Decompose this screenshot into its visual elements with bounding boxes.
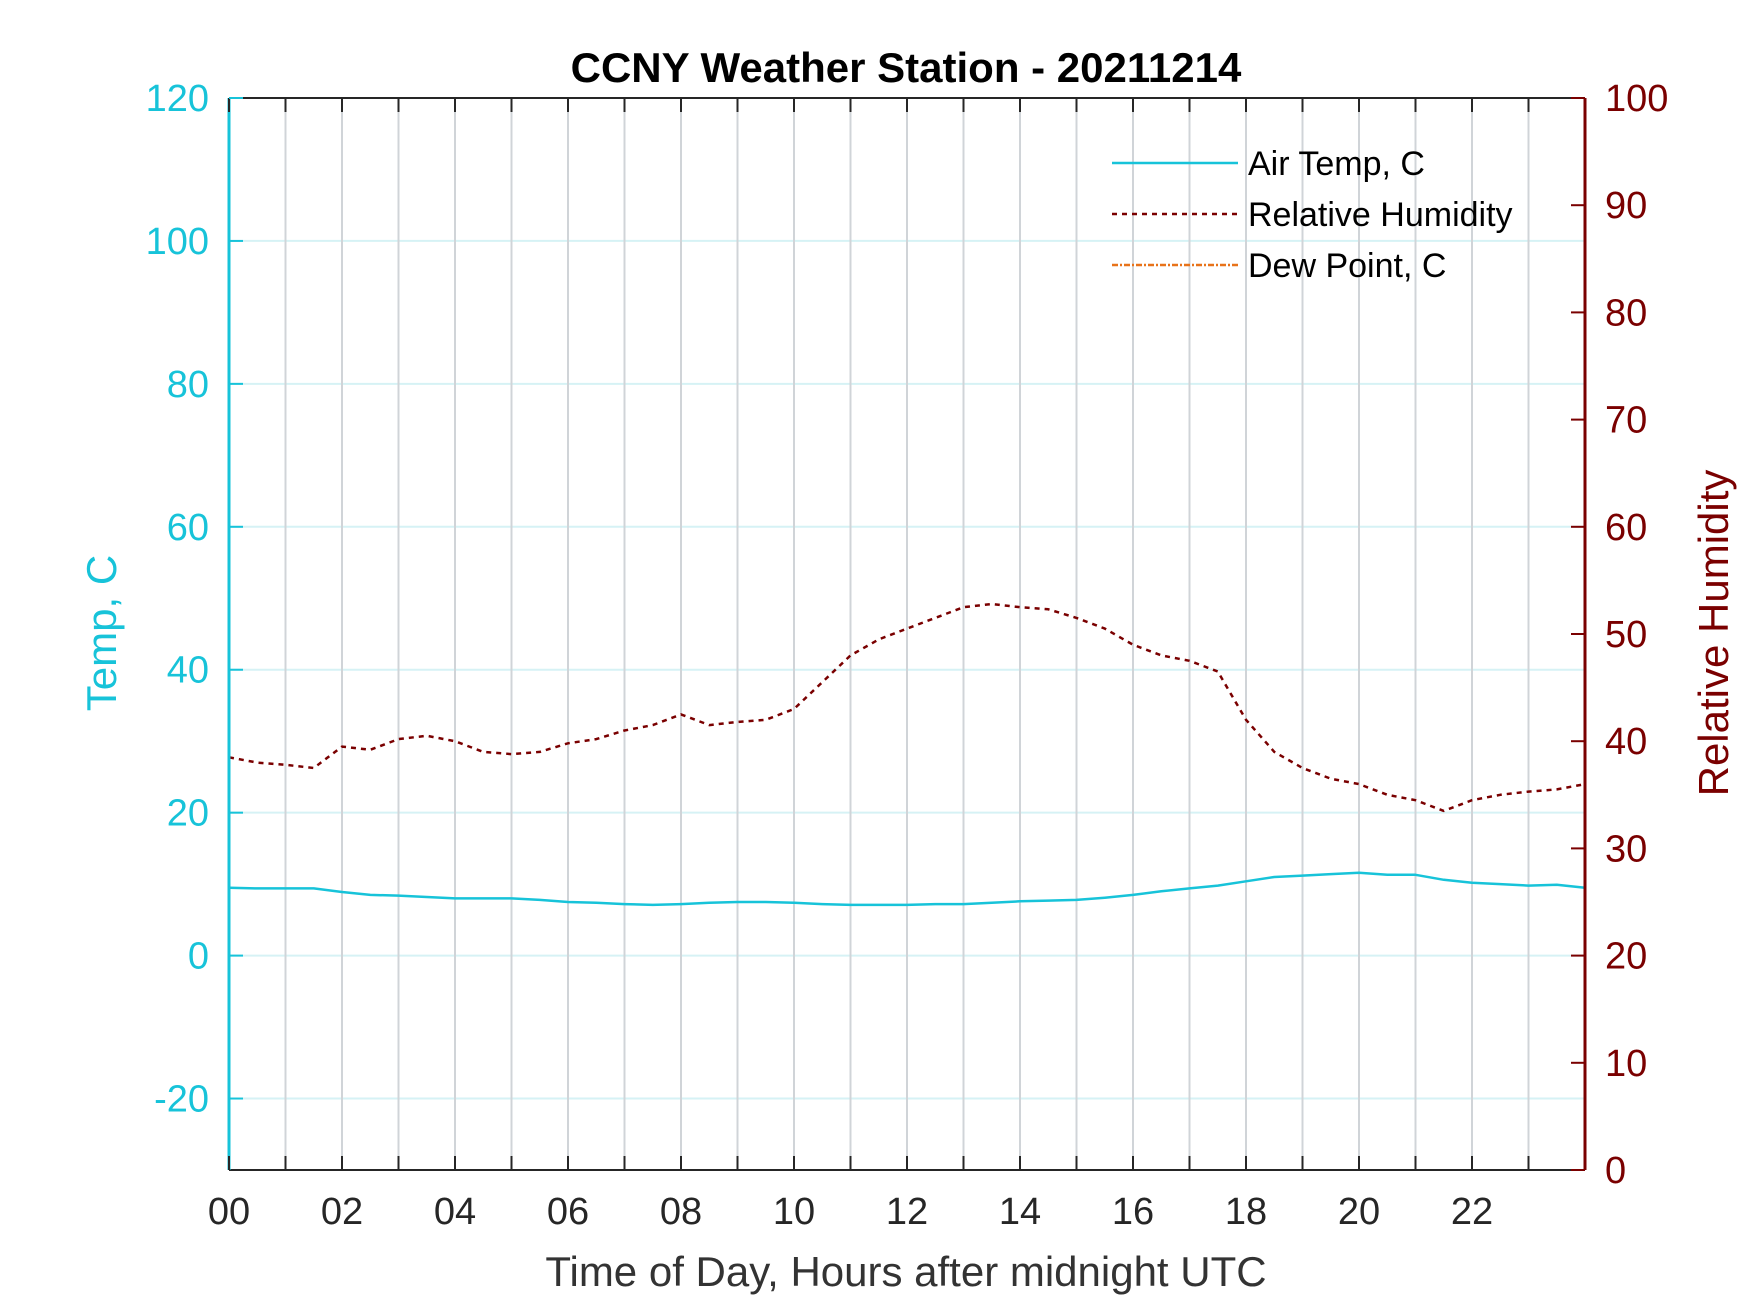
x-tick-label: 12: [886, 1191, 928, 1233]
x-tick-label: 14: [999, 1191, 1041, 1233]
y-right-tick-label: 40: [1605, 721, 1647, 763]
y-left-tick-label: 60: [167, 507, 209, 549]
ticks: 00 02 04 06 08 10 12 14 16 18 20 22-200204060801001…: [146, 78, 1669, 1233]
legend-label-rh: Relative Humidity: [1248, 196, 1513, 234]
x-tick-label: 08: [660, 1191, 702, 1233]
x-tick-label: 02: [321, 1191, 363, 1233]
y-left-tick-label: 20: [167, 793, 209, 835]
y-right-tick-label: 50: [1605, 614, 1647, 656]
x-tick-label: 04: [434, 1191, 476, 1233]
y-left-tick-label: 40: [167, 650, 209, 692]
y-right-tick-label: 30: [1605, 828, 1647, 870]
legend-label-dew: Dew Point, C: [1248, 247, 1446, 285]
x-axis-label: Time of Day, Hours after midnight UTC: [545, 1248, 1266, 1295]
legend-label-temp: Air Temp, C: [1248, 145, 1425, 183]
y-right-tick-label: 100: [1605, 78, 1668, 120]
x-tick-label: 06: [547, 1191, 589, 1233]
y-left-tick-label: -20: [154, 1079, 209, 1121]
chart-title: CCNY Weather Station - 20211214: [571, 44, 1242, 91]
x-tick-label: 10: [773, 1191, 815, 1233]
y-right-tick-label: 90: [1605, 185, 1647, 227]
x-tick-label: 16: [1112, 1191, 1154, 1233]
vertical-grid: [284, 98, 1530, 1170]
y-right-tick-label: 0: [1605, 1150, 1626, 1192]
x-tick-label: 20: [1338, 1191, 1380, 1233]
y-right-tick-label: 80: [1605, 292, 1647, 334]
y-left-tick-label: 120: [146, 78, 209, 120]
y-right-tick-label: 60: [1605, 507, 1647, 549]
series-line-temp: [228, 871, 1586, 907]
legend: Air Temp, C Relative Humidity Dew Point, C: [1112, 145, 1513, 285]
x-tick-label: 22: [1451, 1191, 1493, 1233]
x-tick-label: 18: [1225, 1191, 1267, 1233]
y-right-tick-label: 20: [1605, 936, 1647, 978]
y-right-tick-label: 70: [1605, 400, 1647, 442]
y-left-tick-label: 80: [167, 364, 209, 406]
y-left-tick-label: 100: [146, 221, 209, 263]
y-axis-right-label: Relative Humidity: [1690, 470, 1737, 797]
series-layer: [228, 602, 1586, 907]
y-left-tick-label: 0: [188, 936, 209, 978]
y-right-tick-label: 10: [1605, 1043, 1647, 1085]
x-tick-label: 00: [208, 1191, 250, 1233]
y-axis-left-label: Temp, C: [78, 555, 125, 711]
